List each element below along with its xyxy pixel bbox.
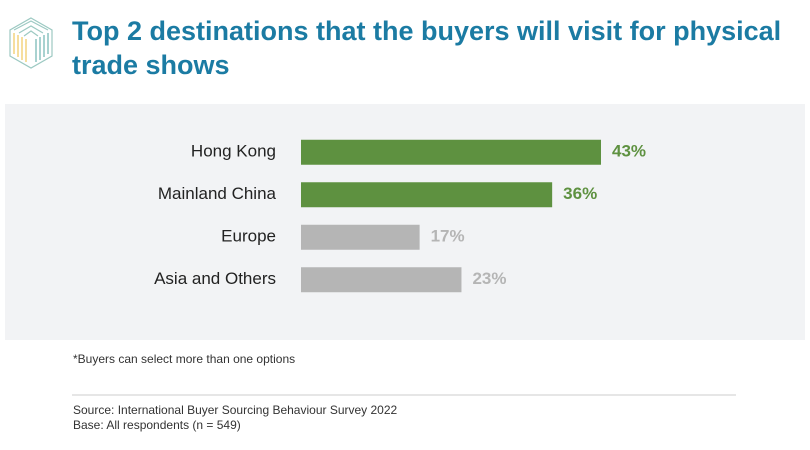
logo [9,17,53,69]
bar [301,267,462,293]
bar [301,224,420,250]
value-label: 23% [472,269,506,288]
plot-panel [5,104,805,340]
value-label: 36% [563,184,597,203]
value-label: 43% [612,142,646,161]
base-note: Base: All respondents (n = 549) [73,418,241,432]
category-label: Hong Kong [191,142,276,161]
category-label: Asia and Others [154,269,276,288]
source: Source: International Buyer Sourcing Beh… [73,403,398,417]
category-label: Mainland China [158,184,277,203]
footnote: *Buyers can select more than one options [73,352,295,366]
bar [301,139,601,165]
value-label: 17% [431,227,465,246]
chart-title: Top 2 destinations that the buyers will … [72,16,782,80]
bar [301,182,553,208]
category-label: Europe [221,227,276,246]
